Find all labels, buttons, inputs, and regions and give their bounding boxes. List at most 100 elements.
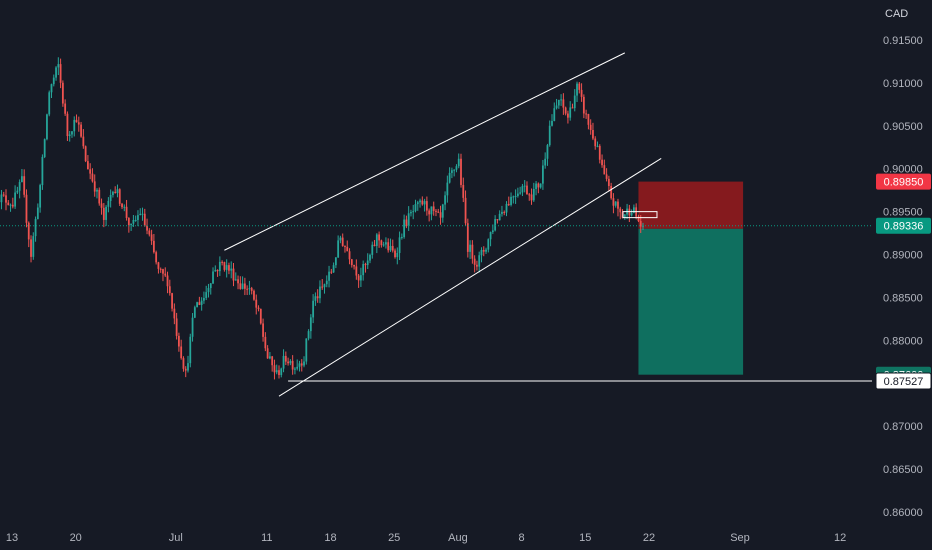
candle-body — [448, 172, 451, 183]
candle-body — [50, 84, 53, 93]
candle-body — [282, 355, 285, 369]
candle-body — [380, 240, 383, 246]
candle-body — [269, 356, 271, 359]
candle-body — [480, 249, 483, 256]
candle-body — [159, 268, 162, 270]
candle-body — [89, 169, 92, 174]
candle-body — [264, 336, 267, 349]
candle-body — [287, 361, 289, 364]
candle-body — [601, 159, 603, 166]
candle-body — [576, 83, 578, 96]
candle-body — [439, 212, 442, 218]
candle-body — [262, 323, 264, 337]
candle-body — [59, 64, 62, 83]
candle-body — [228, 265, 230, 271]
candle-body — [98, 189, 101, 204]
candle-body — [364, 264, 367, 266]
candle-body — [514, 195, 517, 197]
candle-body — [205, 292, 208, 298]
candle-body — [36, 207, 39, 220]
candle-body — [209, 283, 212, 289]
current-price-badge-bg — [876, 217, 931, 234]
candle-body — [357, 275, 360, 281]
stop-loss-zone[interactable] — [638, 181, 744, 229]
date-tick-label: 13 — [6, 532, 18, 544]
candle-body — [23, 176, 26, 195]
candle-body — [34, 219, 37, 237]
candle-body — [573, 95, 576, 109]
date-tick-label: 22 — [643, 532, 655, 544]
candle-body — [152, 240, 155, 253]
candle-body — [307, 331, 310, 339]
price-tick-label: 0.89500 — [883, 207, 923, 219]
candle-body — [171, 293, 173, 309]
candle-body — [419, 200, 421, 203]
candle-body — [562, 99, 565, 108]
candle-body — [100, 203, 103, 208]
candle-body — [96, 189, 98, 192]
candle-body — [207, 288, 210, 293]
candle-body — [248, 288, 251, 290]
candle-body — [637, 216, 640, 222]
candle-body — [316, 296, 319, 299]
candle-body — [46, 114, 48, 140]
candle-body — [57, 64, 60, 68]
range-marker[interactable] — [622, 211, 658, 219]
candle-body — [603, 165, 606, 175]
candle-body — [542, 165, 544, 184]
position-zones[interactable] — [638, 181, 744, 375]
candle-body — [462, 184, 465, 198]
candle-body — [491, 230, 494, 233]
candle-body — [592, 130, 594, 139]
candle-body — [405, 219, 408, 227]
time-axis[interactable]: 13 20 Jul 11 18 25 Aug 8 15 22 Sep 12 — [6, 532, 846, 544]
drawings[interactable] — [0, 52, 872, 397]
candle-body — [123, 206, 126, 208]
candle-body — [642, 225, 644, 227]
candle-body — [587, 113, 590, 125]
candle-body — [594, 138, 597, 147]
candle-body — [198, 302, 201, 305]
candle-body — [298, 363, 301, 367]
date-tick-label: Aug — [448, 532, 468, 544]
candle-body — [505, 203, 508, 213]
candle-body — [503, 211, 506, 213]
candle-body — [105, 206, 107, 220]
date-tick-label: 15 — [579, 532, 591, 544]
candle-body — [84, 146, 87, 162]
candle-body — [360, 275, 362, 281]
candle-body — [521, 186, 524, 193]
candle-body — [243, 283, 246, 289]
candle-body — [71, 131, 73, 135]
candle-body — [466, 223, 469, 252]
candle-body — [200, 300, 203, 305]
channel-lower-line[interactable] — [278, 158, 662, 397]
candle-body — [25, 194, 28, 223]
candle-body — [191, 317, 194, 337]
candle-body — [546, 145, 549, 159]
candle-body — [571, 107, 574, 109]
candle-body — [321, 286, 324, 288]
currency-label: CAD — [885, 8, 908, 20]
candles — [0, 57, 644, 380]
candle-body — [614, 201, 617, 206]
candle-body — [239, 283, 242, 289]
candle-body — [216, 269, 219, 272]
candle-body — [246, 288, 249, 290]
candle-body — [164, 273, 167, 276]
candle-body — [118, 189, 121, 204]
candle-body — [203, 297, 205, 301]
candle-body — [16, 190, 19, 193]
support-price-badge: 0.87527 — [884, 376, 924, 388]
candle-body — [421, 200, 424, 205]
take-profit-zone[interactable] — [638, 228, 744, 375]
candle-body — [560, 99, 562, 101]
candle-body — [373, 244, 376, 246]
candle-body — [526, 185, 528, 195]
candle-body — [435, 210, 437, 212]
candle-body — [116, 189, 119, 194]
candle-body — [168, 286, 171, 294]
channel-upper-line[interactable] — [224, 52, 626, 251]
